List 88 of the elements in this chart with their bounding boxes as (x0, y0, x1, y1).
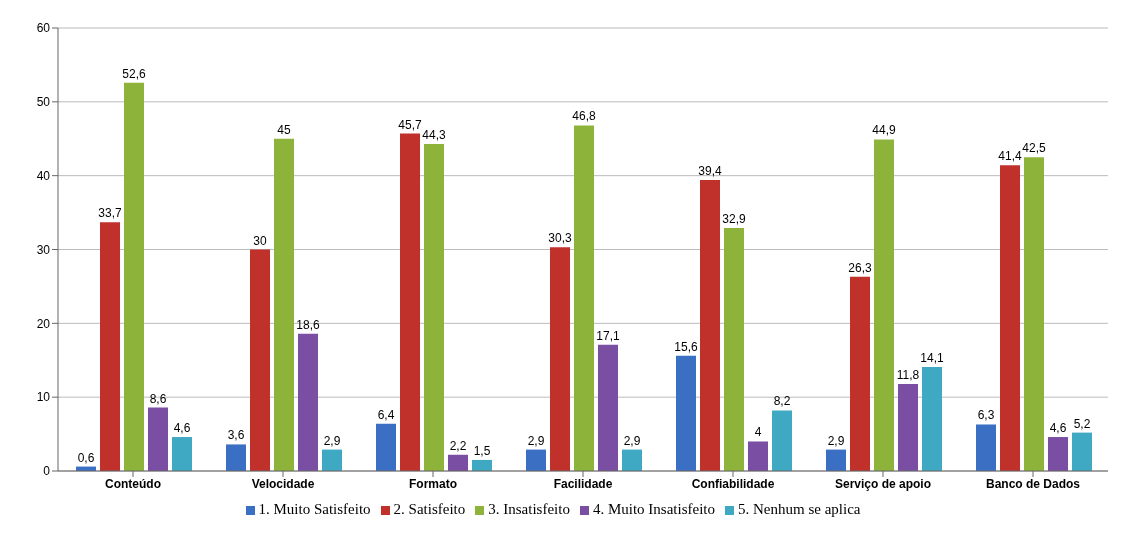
bar (226, 444, 246, 471)
bar (322, 449, 342, 471)
data-label: 30 (253, 233, 267, 248)
bar (1072, 432, 1092, 471)
bar (472, 459, 492, 471)
x-tick-label: Conteúdo (105, 476, 161, 491)
bar (598, 344, 618, 471)
data-label: 8,6 (149, 391, 167, 406)
bar (622, 449, 642, 471)
data-label: 2,9 (623, 433, 641, 448)
bar (298, 333, 318, 471)
bar (172, 437, 192, 471)
y-tick-label: 0 (43, 464, 51, 479)
bar (748, 441, 768, 471)
data-label: 2,9 (527, 433, 545, 448)
bar (850, 276, 870, 471)
bar (148, 407, 168, 471)
data-label: 6,4 (377, 407, 395, 422)
bar (700, 180, 720, 471)
bar (826, 449, 846, 471)
bar (874, 139, 894, 471)
x-tick-label: Banco de Dados (985, 476, 1081, 491)
y-tick-label: 50 (36, 95, 51, 110)
data-label: 11,8 (896, 367, 920, 382)
data-label: 1,5 (473, 443, 491, 458)
bar (376, 423, 396, 471)
data-label: 41,4 (998, 149, 1022, 164)
bar (250, 249, 270, 471)
bar (898, 383, 918, 471)
bar (1000, 165, 1020, 471)
data-label: 33,7 (98, 206, 122, 221)
bar (526, 449, 546, 471)
bar (1048, 437, 1068, 471)
bar (274, 138, 294, 471)
data-label: 2,9 (323, 433, 341, 448)
data-label: 45,7 (398, 117, 422, 132)
data-label: 0,6 (77, 450, 95, 465)
data-label: 2,9 (827, 433, 845, 448)
legend-label: 2. Satisfeito (393, 501, 466, 517)
data-label: 2,2 (449, 438, 467, 453)
legend-label: 3. Insatisfeito (488, 501, 570, 517)
data-label: 4,6 (173, 421, 191, 436)
x-tick-label: Formato (409, 476, 457, 491)
y-tick-label: 30 (36, 242, 51, 257)
data-label: 6,3 (977, 408, 995, 423)
bar (922, 366, 942, 471)
x-tick-label: Serviço de apoio (834, 476, 932, 491)
data-label: 4,6 (1049, 421, 1067, 436)
data-label: 45 (277, 122, 291, 137)
data-label: 5,2 (1073, 416, 1091, 431)
y-tick-label: 40 (36, 168, 51, 183)
data-label: 42,5 (1022, 141, 1046, 156)
data-label: 4 (754, 425, 762, 440)
y-tick-label: 20 (36, 316, 51, 331)
x-tick-label: Velocidade (251, 476, 315, 491)
bar (400, 133, 420, 471)
data-label: 14,1 (920, 350, 944, 365)
x-tick-label: Confiabilidade (691, 476, 775, 491)
data-label: 18,6 (296, 317, 320, 332)
x-tick-label: Facilidade (553, 476, 613, 491)
data-label: 26,3 (848, 260, 872, 275)
bar (124, 82, 144, 471)
y-tick-label: 60 (36, 21, 51, 36)
bar (100, 222, 120, 471)
data-label: 32,9 (722, 212, 746, 227)
bar (772, 410, 792, 471)
data-label: 44,9 (872, 123, 896, 138)
legend-label: 5. Nenhum se aplica (738, 501, 861, 517)
legend-label: 4. Muito Insatisfeito (592, 501, 716, 517)
data-label: 52,6 (122, 66, 146, 81)
bar (448, 454, 468, 471)
bar (724, 228, 744, 471)
data-label: 44,3 (422, 127, 446, 142)
bar (424, 143, 444, 471)
data-label: 30,3 (548, 231, 572, 246)
data-label: 17,1 (596, 328, 620, 343)
y-tick-label: 10 (36, 390, 51, 405)
legend-label: 1. Muito Satisfeito (258, 501, 371, 517)
data-label: 15,6 (674, 339, 698, 354)
data-label: 39,4 (698, 164, 722, 179)
data-label: 3,6 (227, 428, 245, 443)
bar (976, 424, 996, 471)
bar (1024, 157, 1044, 471)
bar (550, 247, 570, 471)
bar (574, 125, 594, 471)
bar (676, 355, 696, 471)
data-label: 46,8 (572, 109, 596, 124)
data-label: 8,2 (773, 394, 791, 409)
